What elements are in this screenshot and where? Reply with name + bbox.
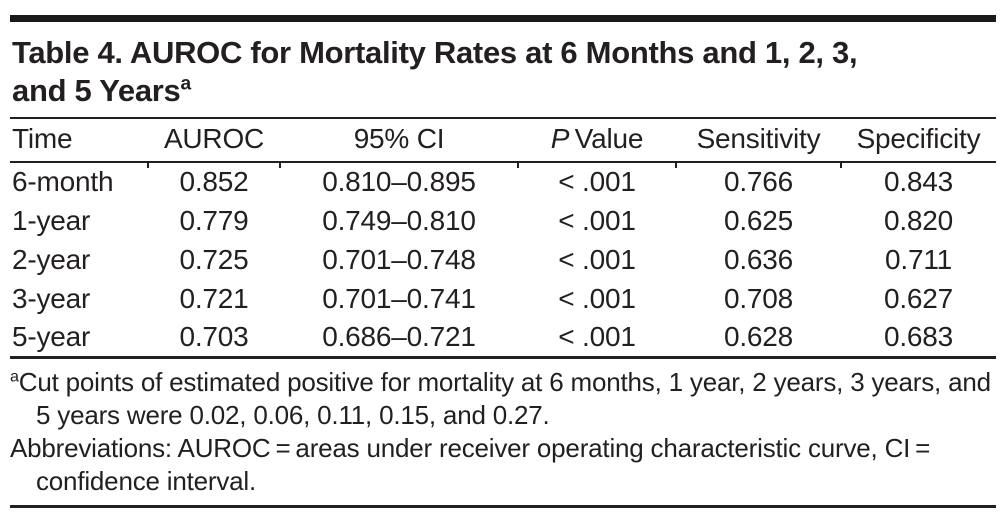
- footnote-cut-points-text: Cut points of estimated positive for mor…: [18, 366, 991, 430]
- table-title-line2-text: and 5 Years: [12, 73, 181, 108]
- header-row: Time AUROC 95% CI P Value Sensitivity Sp…: [10, 119, 996, 163]
- footnote-abbreviations: Abbreviations: AUROC = areas under recei…: [10, 432, 936, 496]
- table-footnotes: aCut points of estimated positive for mo…: [10, 366, 994, 498]
- cell-sensitivity: 0.636: [723, 243, 794, 275]
- cell-time: 6-month: [12, 166, 114, 197]
- cell-auroc: 0.703: [148, 318, 280, 359]
- cell-time: 1-year: [12, 204, 91, 236]
- cell-sensitivity: 0.625: [723, 204, 794, 236]
- cell-time: 5-year: [10, 318, 148, 359]
- cell-ci: 0.749–0.810: [322, 204, 476, 236]
- title-rule: [10, 117, 996, 119]
- cell-time: 3-year: [12, 282, 91, 314]
- table-title-line1: Table 4. AUROC for Mortality Rates at 6 …: [12, 35, 858, 70]
- column-header-ci: 95% CI: [280, 119, 518, 163]
- cell-ci: 0.701–0.748: [322, 243, 476, 275]
- column-header-sensitivity: Sensitivity: [676, 119, 841, 163]
- top-divider-bar: [10, 15, 996, 22]
- column-tick: [147, 161, 149, 168]
- cell-p-value: < .001: [558, 243, 636, 275]
- cell-time: 2-year: [12, 243, 91, 275]
- cell-specificity: 0.627: [883, 282, 954, 314]
- cell-specificity: 0.711: [885, 243, 952, 275]
- cell-specificity: 0.843: [883, 166, 954, 197]
- bottom-rule: [10, 504, 996, 508]
- cell-ci: 0.701–0.741: [322, 282, 476, 314]
- p-value-rest: Value: [569, 123, 644, 154]
- cell-auroc: 0.721: [179, 282, 249, 314]
- table-row-6-month: 6-month 0.852 0.810–0.895 < .001 0.766 0…: [10, 162, 996, 201]
- column-tick: [517, 161, 519, 168]
- footnote-cut-points: aCut points of estimated positive for mo…: [10, 366, 994, 432]
- column-header-auroc: AUROC: [148, 119, 280, 163]
- table-row-3-year: 3-year 0.721 0.701–0.741 < .001 0.708 0.…: [10, 279, 996, 318]
- p-value-italic-p: P: [550, 123, 570, 154]
- column-tick: [840, 161, 842, 168]
- column-header-specificity: Specificity: [841, 119, 996, 163]
- auroc-data-table: Time AUROC 95% CI P Value Sensitivity Sp…: [10, 119, 996, 359]
- cell-auroc: 0.779: [179, 204, 249, 236]
- table-row-5-year: 5-year 0.703 0.686–0.721 < .001 0.628 0.…: [10, 318, 996, 359]
- column-header-p-value: P Value: [518, 119, 676, 163]
- column-tick: [675, 161, 677, 168]
- cell-sensitivity: 0.766: [723, 166, 794, 197]
- cell-sensitivity: 0.708: [723, 282, 794, 314]
- cell-p-value: < .001: [558, 282, 636, 314]
- cell-p-value: < .001: [558, 166, 636, 197]
- table-title: Table 4. AUROC for Mortality Rates at 6 …: [12, 34, 996, 110]
- table-title-footnote-marker: a: [180, 73, 191, 95]
- cell-sensitivity: 0.628: [676, 318, 841, 359]
- cell-specificity: 0.820: [883, 204, 954, 236]
- cell-auroc: 0.852: [179, 166, 249, 197]
- cell-p-value: < .001: [558, 204, 636, 236]
- cell-ci: 0.810–0.895: [322, 166, 476, 197]
- table-wrap: Time AUROC 95% CI P Value Sensitivity Sp…: [10, 119, 996, 359]
- table-header: Time AUROC 95% CI P Value Sensitivity Sp…: [10, 119, 996, 163]
- table-row-1-year: 1-year 0.779 0.749–0.810 < .001 0.625 0.…: [10, 201, 996, 240]
- cell-p-value: < .001: [518, 318, 676, 359]
- table-body: 6-month 0.852 0.810–0.895 < .001 0.766 0…: [10, 162, 996, 359]
- cell-specificity: 0.683: [841, 318, 996, 359]
- cell-ci: 0.686–0.721: [280, 318, 518, 359]
- table-row-2-year: 2-year 0.725 0.701–0.748 < .001 0.636 0.…: [10, 240, 996, 279]
- footnote-marker: a: [10, 366, 19, 385]
- column-header-time: Time: [10, 119, 148, 163]
- cell-auroc: 0.725: [179, 243, 249, 275]
- table-title-line2: and 5 Yearsa: [12, 72, 996, 110]
- column-tick: [279, 161, 281, 168]
